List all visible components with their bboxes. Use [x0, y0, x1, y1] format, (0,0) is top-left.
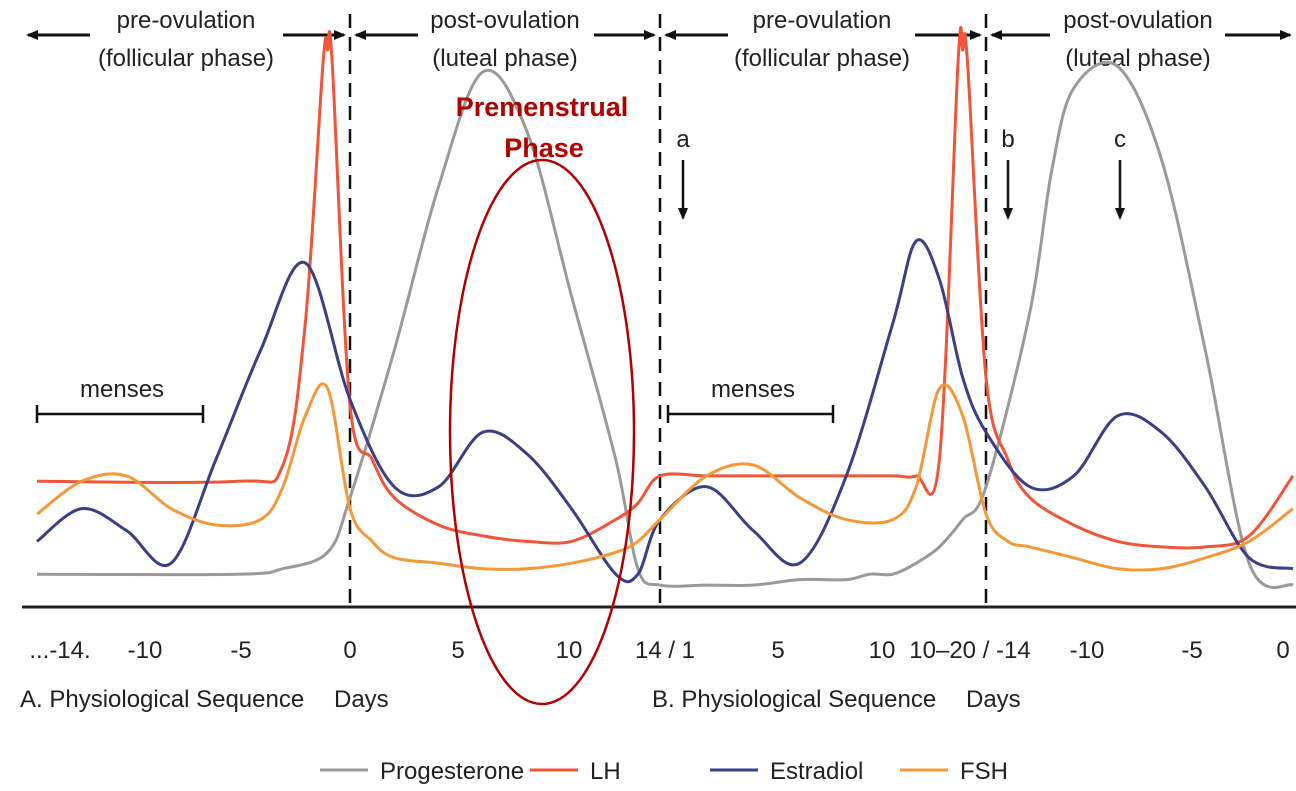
legend-label-fsh: FSH	[960, 758, 1008, 785]
sequence-a-days: Days	[334, 686, 389, 713]
menses-ranges	[35, 405, 835, 423]
annotation-b: b	[1001, 126, 1014, 153]
x-tick-label: 5	[451, 637, 464, 664]
sequence-b-label: B. Physiological Sequence	[652, 686, 936, 713]
annotation-markers	[678, 160, 1125, 220]
premenstrual-label-line2: Phase	[504, 133, 584, 163]
x-tick-label: 5	[771, 637, 784, 664]
x-tick-label: 10	[869, 637, 896, 664]
x-tick-label: -5	[1181, 637, 1202, 664]
x-tick-labels: ...-14. -10 -5 0 5 10 14 / 1 5 10 10–20 / -14 -10 -…	[29, 637, 1289, 664]
series-line-lh	[36, 26, 1295, 550]
premenstrual-label-line1: Premenstrual	[456, 92, 629, 122]
x-tick-label: ...-14.	[29, 637, 90, 664]
sequence-a-label: A. Physiological Sequence	[20, 686, 304, 713]
legend: Progesterone LH Estradiol FSH	[320, 758, 1008, 785]
x-tick-label: -10	[1070, 637, 1105, 664]
annotation-letters: a b c	[676, 126, 1126, 153]
series-layer	[36, 26, 1295, 589]
phase-follicular-b: (follicular phase)	[734, 45, 910, 72]
phase-pre-ovulation-a: pre-ovulation	[117, 7, 256, 34]
menses-label-b: menses	[711, 376, 795, 403]
premenstrual-highlight-ellipse	[448, 158, 636, 706]
x-tick-label: 10–20 / -14	[909, 637, 1030, 664]
sequence-b-days: Days	[966, 686, 1021, 713]
phase-follicular-a: (follicular phase)	[98, 45, 274, 72]
phase-luteal-b: (luteal phase)	[1065, 45, 1210, 72]
phase-labels: pre-ovulation (follicular phase) post-ov…	[98, 7, 1213, 72]
phase-luteal-a: (luteal phase)	[432, 45, 577, 72]
phase-pre-ovulation-b: pre-ovulation	[753, 7, 892, 34]
legend-label-progesterone: Progesterone	[380, 758, 524, 785]
legend-label-estradiol: Estradiol	[770, 758, 863, 785]
x-tick-label: -5	[230, 637, 251, 664]
annotation-c: c	[1114, 126, 1126, 153]
phase-post-ovulation-b: post-ovulation	[1063, 7, 1212, 34]
x-tick-label: 0	[343, 637, 356, 664]
x-tick-label: -10	[128, 637, 163, 664]
phase-post-ovulation-a: post-ovulation	[430, 7, 579, 34]
x-tick-label: 0	[1276, 637, 1289, 664]
series-line-estradiol	[36, 238, 1294, 584]
annotation-a: a	[676, 126, 690, 153]
series-line-fsh	[36, 382, 1294, 572]
x-tick-label: 14 / 1	[635, 637, 695, 664]
menses-label-a: menses	[80, 376, 164, 403]
legend-label-lh: LH	[590, 758, 621, 785]
x-tick-label: 10	[556, 637, 583, 664]
series-line-progesterone	[36, 60, 1294, 589]
